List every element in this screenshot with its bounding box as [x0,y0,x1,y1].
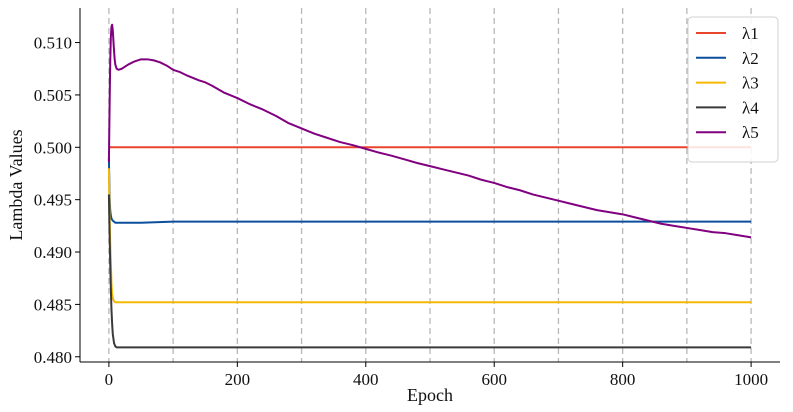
x-tick-label: 600 [481,370,507,389]
legend-label-lambda1: λ1 [742,24,759,43]
y-tick-label: 0.505 [34,86,72,105]
y-tick-label: 0.495 [34,191,72,210]
legend-label-lambda5: λ5 [742,123,759,142]
legend-box [687,16,779,163]
axes-layer [79,8,780,363]
x-tick-label: 200 [225,370,251,389]
series-line-lambda4 [107,194,752,349]
x-axis-ticks: 0 200 400 600 800 1000 [105,362,768,389]
series-layer [107,23,752,349]
x-tick-label: 400 [353,370,379,389]
y-axis-ticks: 0.480 0.485 0.490 0.495 0.500 0.505 0.510 [34,34,80,367]
x-tick-label: 0 [105,370,114,389]
x-tick-label: 1000 [734,370,768,389]
x-tick-label: 800 [610,370,636,389]
y-tick-label: 0.480 [34,348,72,367]
y-tick-label: 0.490 [34,243,72,262]
x-axis-title: Epoch [407,385,453,405]
grid-layer [108,8,752,362]
legend-label-lambda2: λ2 [742,49,759,68]
legend-label-lambda4: λ4 [742,98,759,117]
series-line-lambda5 [107,23,752,239]
legend-label-lambda3: λ3 [742,74,759,93]
y-tick-label: 0.500 [34,138,72,157]
y-axis-title: Lambda Values [6,129,26,240]
y-tick-label: 0.485 [34,295,72,314]
y-tick-label: 0.510 [34,34,72,53]
legend: λ1 λ2 λ3 λ4 λ5 [687,16,779,163]
